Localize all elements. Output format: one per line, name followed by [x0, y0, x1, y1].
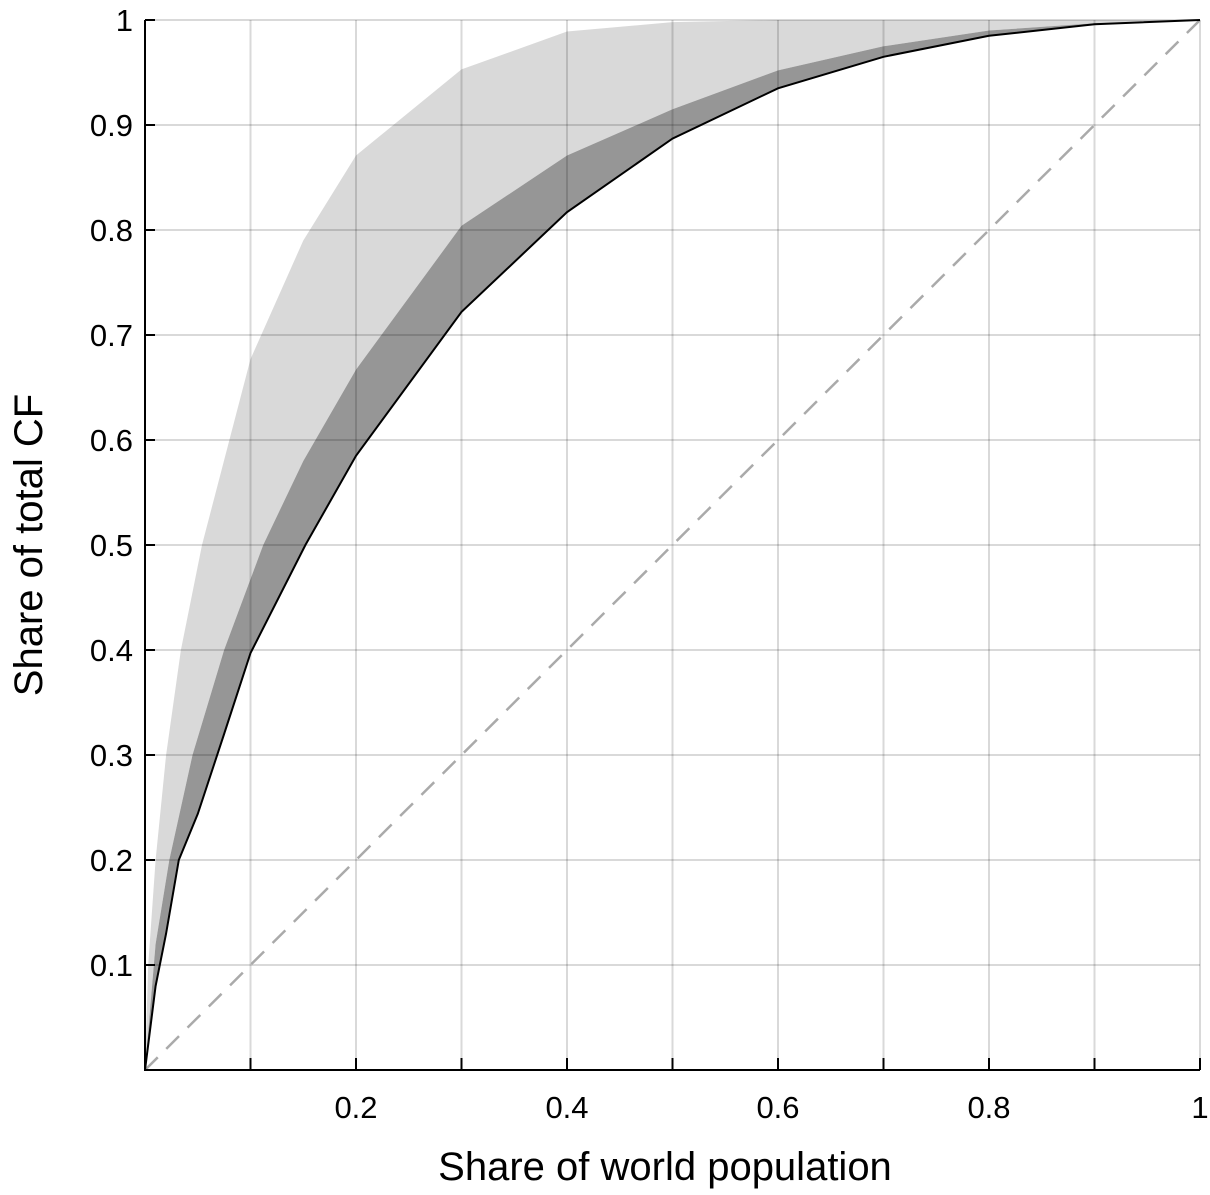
- y-tick-label: 0.1: [90, 948, 133, 983]
- y-tick-label: 1: [116, 3, 133, 38]
- y-tick-label: 0.6: [90, 423, 133, 458]
- y-tick-label: 0.9: [90, 108, 133, 143]
- x-tick-label: 0.6: [756, 1090, 799, 1125]
- y-tick-label: 0.3: [90, 738, 133, 773]
- lower-curve-line: [144, 19, 1201, 1071]
- y-axis-title: Share of total CF: [7, 394, 51, 696]
- x-axis-title: Share of world population: [438, 1145, 892, 1189]
- x-tick-label: 0.2: [334, 1090, 377, 1125]
- y-tick-label: 0.2: [90, 843, 133, 878]
- y-tick-label: 0.8: [90, 213, 133, 248]
- x-tick-label: 0.4: [545, 1090, 588, 1125]
- y-tick-label: 0.4: [90, 633, 133, 668]
- y-tick-label: 0.7: [90, 318, 133, 353]
- x-tick-label: 1: [1191, 1090, 1208, 1125]
- equality-line: [144, 19, 1201, 1071]
- light-band-area: [145, 20, 1200, 1070]
- x-tick-label: 0.8: [967, 1090, 1010, 1125]
- y-tick-label: 0.5: [90, 528, 133, 563]
